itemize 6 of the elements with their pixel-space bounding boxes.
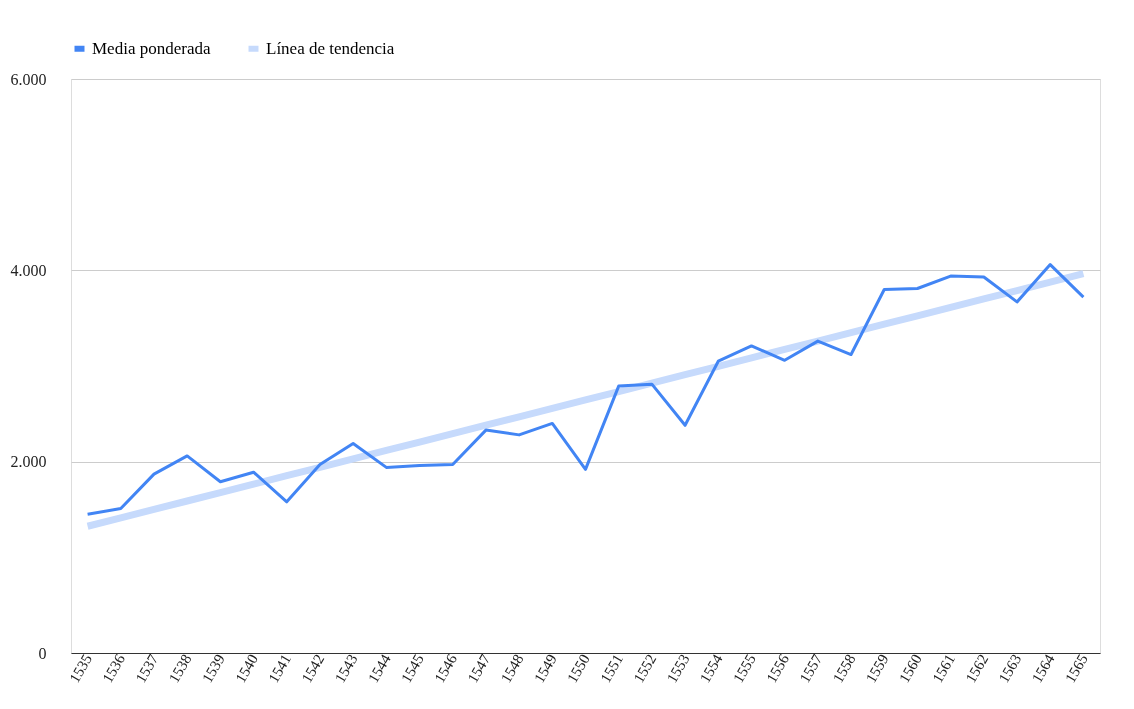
y-tick-label: 6.000	[10, 70, 47, 88]
legend-label: Media ponderada	[92, 38, 211, 58]
legend-label: Línea de tendencia	[266, 38, 395, 58]
y-tick-label: 0	[38, 644, 47, 662]
y-tick-label: 4.000	[10, 261, 47, 279]
y-tick-label: 2.000	[10, 453, 47, 471]
